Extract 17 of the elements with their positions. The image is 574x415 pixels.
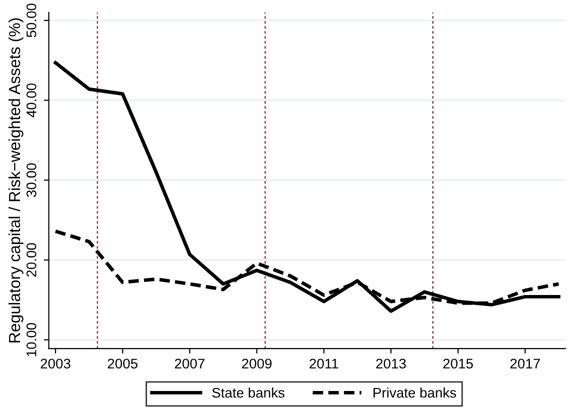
y-tick-label: 10.00: [26, 322, 36, 356]
y-tick-label: 40.00: [26, 83, 36, 118]
x-tick-label: 2013: [376, 358, 406, 369]
legend-label: Private banks: [374, 387, 456, 398]
y-tick-label: 20.00: [26, 243, 36, 277]
line-series: [54, 61, 560, 313]
x-tick-label: 2015: [443, 358, 473, 369]
y-tick-label: 30.00: [26, 163, 36, 197]
y-axis-title: Regulatory capital / Risk−weighted Assets (%): [8, 18, 24, 342]
legend-label: State banks: [212, 387, 284, 398]
x-tick-label: 2007: [174, 358, 204, 369]
x-tick-label: 2017: [510, 358, 540, 369]
x-tick-label: 2003: [40, 358, 70, 369]
x-tick-label: 2011: [310, 358, 338, 369]
y-tick-label: 50.00: [26, 4, 36, 38]
x-tick-label: 2005: [108, 358, 138, 369]
x-tick-label: 2009: [242, 358, 272, 369]
